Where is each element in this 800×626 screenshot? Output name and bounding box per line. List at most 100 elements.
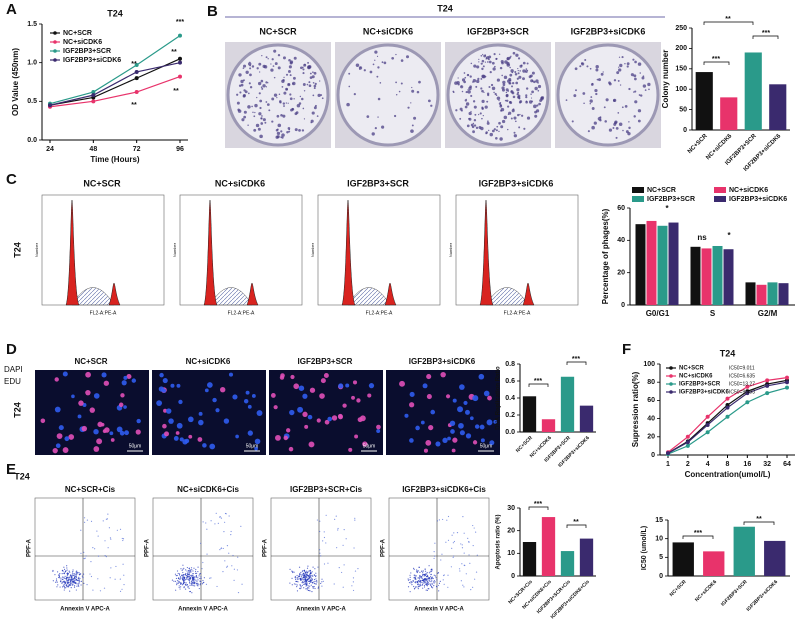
legend-marker [53,49,57,53]
nucleus [124,430,129,436]
event [409,591,411,593]
y-tick-label: 100 [643,361,655,368]
colony [594,88,598,93]
event [309,569,312,572]
colony [281,85,284,88]
colony [288,58,291,62]
event [78,579,81,581]
colony [303,118,306,120]
colony [242,94,246,98]
nucleus [126,373,132,380]
nucleus [77,414,82,419]
colony [505,94,509,98]
event [428,588,430,590]
event [312,566,314,568]
event [216,585,218,588]
x-tick-label: 24 [46,146,54,153]
colony [288,83,290,86]
event [307,585,309,587]
event [185,578,188,580]
y-tick-label: 150 [675,66,687,73]
event [417,580,419,582]
event [107,547,109,549]
colony [590,96,593,98]
y-tick-label: 10 [655,536,663,543]
colony [591,107,595,110]
event [305,585,307,587]
event [409,574,411,576]
event [306,587,308,590]
event [60,579,62,581]
event [222,547,224,550]
event [68,576,70,578]
event [189,570,192,572]
event [186,583,188,586]
colony [266,103,270,106]
colony [536,104,539,107]
y-tick-label: 50 [679,106,687,113]
nucleus [136,418,141,424]
colony [374,50,378,54]
nucleus [309,387,316,393]
colony [302,68,305,71]
event [202,582,204,584]
colony [473,105,477,109]
colony [346,102,350,107]
colony [413,116,417,120]
annotation: ** [131,61,137,68]
colony [481,106,484,109]
nucleus [207,382,213,388]
event [298,575,300,578]
colony [393,114,397,118]
event [443,574,445,576]
event [428,565,430,567]
event [233,579,235,582]
colony [589,102,592,105]
event [179,578,181,580]
event [351,585,353,587]
image-label: IGF2BP3+siCDK6 [409,357,476,366]
colony [282,56,286,60]
y-tick-label: 80 [647,379,655,386]
axis-label: FL2-A:PE-A [228,310,255,316]
event [175,577,178,580]
colony [507,79,511,83]
event [469,562,471,565]
event [181,569,183,572]
event [189,584,191,586]
x-tick-label: 8 [726,461,730,468]
histogram-g2 [384,282,397,306]
event [438,590,440,592]
colony [279,100,282,103]
event [421,577,423,579]
event [189,574,191,577]
colony [603,106,606,109]
event [319,552,321,554]
colony [300,66,303,70]
event [410,581,412,583]
event [354,570,357,572]
event [230,530,232,533]
event [295,580,297,583]
event [417,570,419,572]
event [65,587,67,589]
colony [634,77,637,81]
colony [276,131,281,136]
colony [518,97,521,100]
histogram-g2 [246,282,259,306]
event [123,574,125,576]
colony [513,134,518,138]
event [56,581,58,583]
event [424,578,426,581]
channel-label: EDU [4,377,21,386]
event [224,512,227,515]
colony [625,130,629,134]
event [463,552,465,554]
axis-label: FL2-A:PE-A [504,310,531,316]
colony [483,54,487,58]
event [71,578,74,580]
event [119,590,122,592]
event [472,524,474,527]
colony [265,101,268,103]
event [70,576,72,578]
